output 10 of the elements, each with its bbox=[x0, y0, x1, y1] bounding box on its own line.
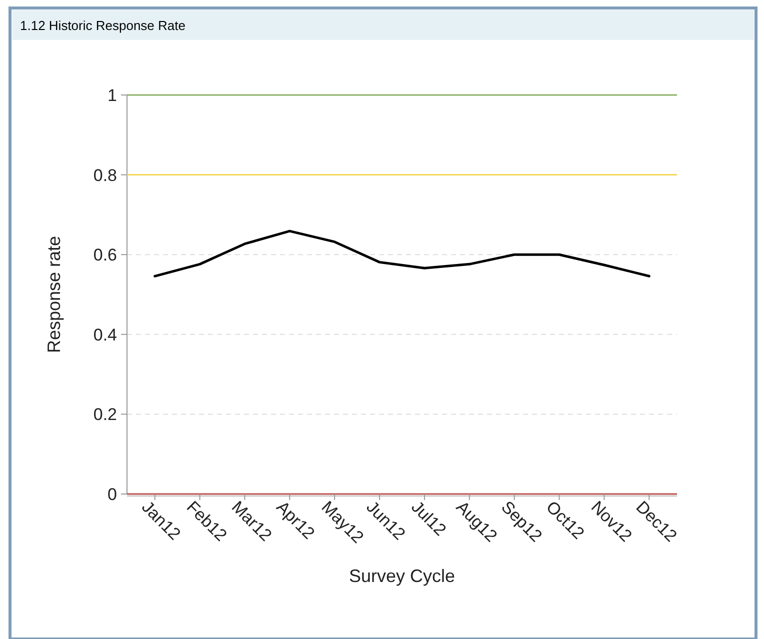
y-tick-label: 0.6 bbox=[93, 246, 117, 265]
x-axis-title: Survey Cycle bbox=[348, 566, 456, 586]
y-tick-label: 1 bbox=[108, 86, 117, 105]
y-tick-label: 0.8 bbox=[93, 166, 117, 185]
y-axis-title: Response rate bbox=[44, 236, 64, 354]
line-series bbox=[154, 230, 650, 278]
y-tick-label: 0 bbox=[108, 484, 117, 504]
y-tick-label: 0.2 bbox=[93, 405, 117, 424]
chart-title: 1.12 Historic Response Rate bbox=[20, 18, 186, 33]
y-tick-label: 0.4 bbox=[93, 325, 117, 344]
